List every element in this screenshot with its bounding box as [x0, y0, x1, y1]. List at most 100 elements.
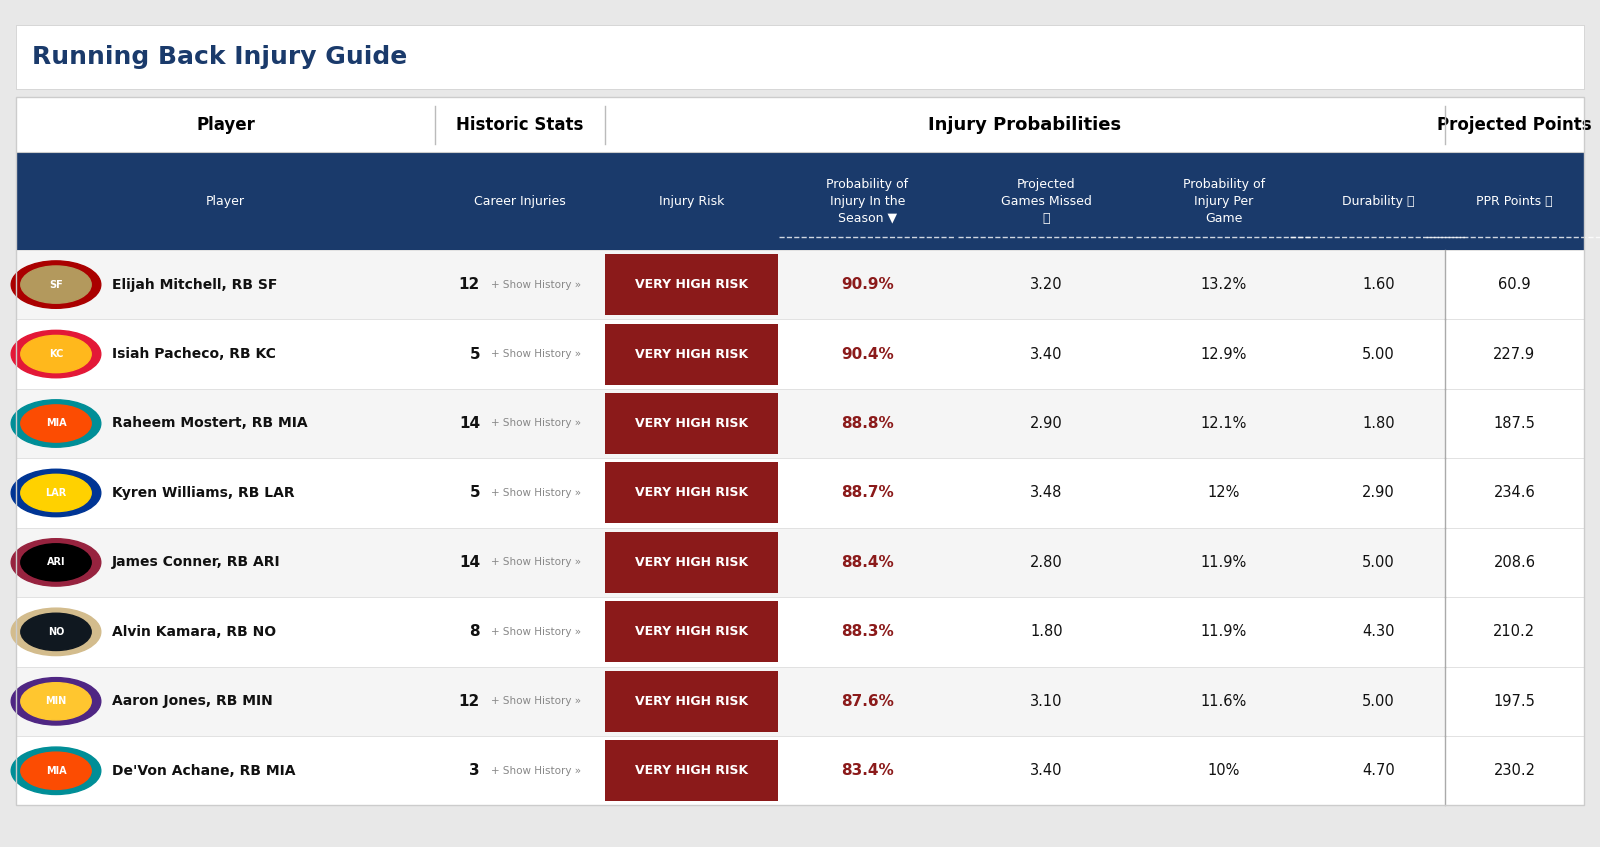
Text: Projected
Games Missed
⬦: Projected Games Missed ⬦: [1002, 178, 1091, 224]
Circle shape: [11, 678, 101, 725]
Text: 12%: 12%: [1208, 485, 1240, 501]
Text: Injury Probabilities: Injury Probabilities: [928, 116, 1122, 134]
Text: 88.7%: 88.7%: [842, 485, 893, 501]
Text: 12: 12: [459, 694, 480, 709]
Bar: [1445, 250, 1584, 319]
Text: 234.6: 234.6: [1493, 485, 1536, 501]
Circle shape: [21, 613, 91, 650]
Text: 8: 8: [469, 624, 480, 639]
Text: 90.9%: 90.9%: [842, 277, 893, 292]
Bar: [1445, 667, 1584, 736]
Text: ARI: ARI: [46, 557, 66, 567]
Text: Running Back Injury Guide: Running Back Injury Guide: [32, 45, 408, 69]
Bar: [16, 97, 1584, 152]
Text: 11.6%: 11.6%: [1202, 694, 1246, 709]
Circle shape: [11, 469, 101, 517]
Text: 83.4%: 83.4%: [842, 763, 893, 778]
Bar: [16, 458, 1584, 528]
Circle shape: [21, 474, 91, 512]
Circle shape: [11, 608, 101, 656]
Text: 5: 5: [469, 485, 480, 501]
Bar: [605, 671, 778, 732]
Text: NO: NO: [48, 627, 64, 637]
Text: Probability of
Injury Per
Game: Probability of Injury Per Game: [1182, 178, 1266, 224]
Text: Injury Risk: Injury Risk: [659, 195, 723, 208]
Text: 14: 14: [459, 555, 480, 570]
Bar: [16, 25, 1584, 89]
Bar: [16, 97, 1584, 805]
Text: VERY HIGH RISK: VERY HIGH RISK: [635, 764, 747, 778]
Text: 5.00: 5.00: [1362, 694, 1395, 709]
Text: SF: SF: [50, 280, 62, 290]
Text: 87.6%: 87.6%: [840, 694, 894, 709]
Text: Durability ⬦: Durability ⬦: [1342, 195, 1414, 208]
Text: + Show History »: + Show History »: [491, 280, 581, 290]
Circle shape: [21, 752, 91, 789]
Text: VERY HIGH RISK: VERY HIGH RISK: [635, 486, 747, 500]
Text: 11.9%: 11.9%: [1202, 624, 1246, 639]
Bar: [605, 254, 778, 315]
Bar: [1445, 319, 1584, 389]
Text: 2.80: 2.80: [1030, 555, 1062, 570]
Text: Probability of
Injury In the
Season ▼: Probability of Injury In the Season ▼: [826, 178, 909, 224]
Text: Player: Player: [197, 116, 254, 134]
Bar: [1445, 458, 1584, 528]
Text: Aaron Jones, RB MIN: Aaron Jones, RB MIN: [112, 695, 272, 708]
Circle shape: [21, 405, 91, 442]
Text: 187.5: 187.5: [1493, 416, 1536, 431]
Text: 2.90: 2.90: [1362, 485, 1395, 501]
Text: VERY HIGH RISK: VERY HIGH RISK: [635, 625, 747, 639]
Circle shape: [11, 330, 101, 378]
Text: + Show History »: + Show History »: [491, 557, 581, 567]
Text: 1.80: 1.80: [1362, 416, 1395, 431]
Text: 88.4%: 88.4%: [842, 555, 893, 570]
Text: VERY HIGH RISK: VERY HIGH RISK: [635, 556, 747, 569]
Text: 5.00: 5.00: [1362, 346, 1395, 362]
Text: 5: 5: [469, 346, 480, 362]
Text: 11.9%: 11.9%: [1202, 555, 1246, 570]
Circle shape: [11, 539, 101, 586]
Text: + Show History »: + Show History »: [491, 696, 581, 706]
Text: 3: 3: [469, 763, 480, 778]
Text: Player: Player: [206, 195, 245, 208]
Text: 10%: 10%: [1208, 763, 1240, 778]
Bar: [16, 597, 1584, 667]
Text: VERY HIGH RISK: VERY HIGH RISK: [635, 417, 747, 430]
Text: 3.48: 3.48: [1030, 485, 1062, 501]
Bar: [605, 393, 778, 454]
Text: 90.4%: 90.4%: [842, 346, 893, 362]
Bar: [605, 601, 778, 662]
Bar: [16, 152, 1584, 250]
Bar: [16, 667, 1584, 736]
Text: VERY HIGH RISK: VERY HIGH RISK: [635, 278, 747, 291]
Text: KC: KC: [50, 349, 62, 359]
Text: Career Injuries: Career Injuries: [474, 195, 566, 208]
Text: + Show History »: + Show History »: [491, 418, 581, 429]
Text: 208.6: 208.6: [1493, 555, 1536, 570]
Circle shape: [11, 261, 101, 308]
Text: 4.30: 4.30: [1362, 624, 1395, 639]
Text: 197.5: 197.5: [1493, 694, 1536, 709]
Text: 14: 14: [459, 416, 480, 431]
Circle shape: [11, 747, 101, 794]
Text: + Show History »: + Show History »: [491, 766, 581, 776]
Text: PPR Points ⬦: PPR Points ⬦: [1477, 195, 1552, 208]
Text: Elijah Mitchell, RB SF: Elijah Mitchell, RB SF: [112, 278, 277, 291]
Bar: [605, 740, 778, 801]
Bar: [16, 528, 1584, 597]
Text: James Conner, RB ARI: James Conner, RB ARI: [112, 556, 280, 569]
Text: 13.2%: 13.2%: [1202, 277, 1246, 292]
Bar: [1445, 389, 1584, 458]
Text: Isiah Pacheco, RB KC: Isiah Pacheco, RB KC: [112, 347, 275, 361]
Text: 4.70: 4.70: [1362, 763, 1395, 778]
Text: MIN: MIN: [45, 696, 67, 706]
Text: 1.60: 1.60: [1362, 277, 1395, 292]
Circle shape: [21, 544, 91, 581]
Text: VERY HIGH RISK: VERY HIGH RISK: [635, 695, 747, 708]
Text: 1.80: 1.80: [1030, 624, 1062, 639]
Text: MIA: MIA: [46, 418, 66, 429]
Text: 230.2: 230.2: [1493, 763, 1536, 778]
Text: 210.2: 210.2: [1493, 624, 1536, 639]
Bar: [16, 319, 1584, 389]
Circle shape: [21, 683, 91, 720]
